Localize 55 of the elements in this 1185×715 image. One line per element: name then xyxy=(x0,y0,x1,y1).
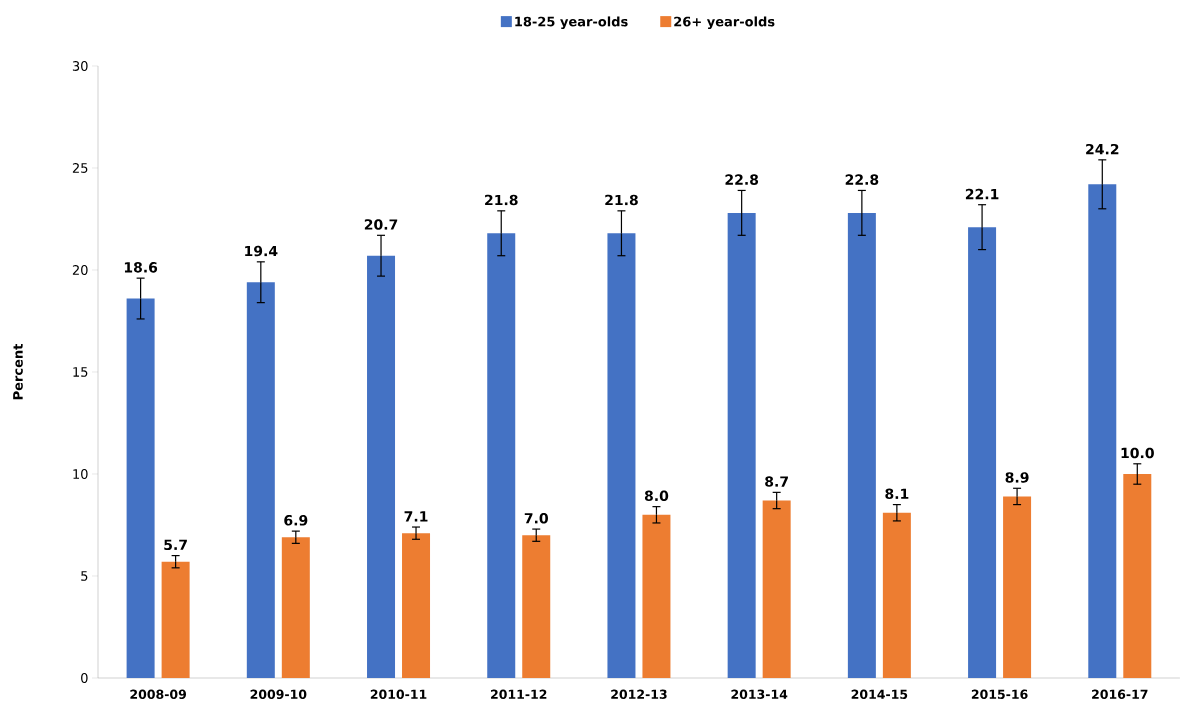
data-label: 5.7 xyxy=(164,539,187,551)
data-label: 20.7 xyxy=(364,219,398,230)
y-tick-label: 25 xyxy=(72,163,88,173)
data-label: 8.0 xyxy=(644,490,669,502)
y-tick-label: 15 xyxy=(73,367,88,377)
bar xyxy=(367,255,396,678)
bar xyxy=(968,227,997,678)
bar xyxy=(126,298,155,678)
x-tick-label: 2010-11 xyxy=(370,689,427,699)
data-label: 8.7 xyxy=(765,476,788,487)
bar xyxy=(281,537,310,678)
data-label: 21.8 xyxy=(485,194,518,206)
y-axis-title: Percent xyxy=(13,343,23,400)
bar xyxy=(727,212,756,678)
data-label: 6.9 xyxy=(284,515,308,526)
data-label: 7.1 xyxy=(404,511,428,522)
bar xyxy=(522,535,551,678)
x-tick-label: 2013-14 xyxy=(731,689,788,699)
data-label: 22.8 xyxy=(725,174,759,185)
data-label: 22.8 xyxy=(845,174,879,185)
legend-label: 18-25 year-olds xyxy=(515,16,628,30)
bar xyxy=(1088,184,1117,678)
x-tick-label: 2009-10 xyxy=(250,689,307,699)
x-tick-label: 2015-16 xyxy=(971,689,1028,699)
x-tick-label: 2012-13 xyxy=(611,689,667,699)
data-label: 19.4 xyxy=(245,245,278,257)
x-tick-label: 2014-15 xyxy=(851,689,908,699)
x-tick-label: 2008-09 xyxy=(130,689,187,699)
x-tick-label: 2016-17 xyxy=(1092,689,1148,699)
bar xyxy=(402,533,431,678)
y-tick-label: 30 xyxy=(72,61,88,71)
bar xyxy=(762,500,791,678)
bar xyxy=(882,512,911,678)
data-label: 10.0 xyxy=(1121,447,1154,459)
data-label: 7.0 xyxy=(524,512,548,524)
data-label: 22.1 xyxy=(965,188,999,200)
data-label: 24.2 xyxy=(1086,143,1119,155)
bar xyxy=(607,233,636,678)
bar xyxy=(1003,496,1032,678)
legend-label: 26+ year-olds xyxy=(674,16,775,30)
x-tick-label: 2011-12 xyxy=(491,689,547,699)
data-label: 21.8 xyxy=(605,194,638,206)
y-tick-label: 20 xyxy=(72,265,88,275)
bar xyxy=(642,514,671,678)
data-label: 18.6 xyxy=(124,262,158,273)
data-label: 8.1 xyxy=(885,488,909,500)
y-tick-label: 5 xyxy=(81,571,88,581)
data-label: 8.9 xyxy=(1005,472,1029,483)
bar xyxy=(487,233,516,678)
y-tick-label: 0 xyxy=(81,673,88,683)
bar xyxy=(1123,474,1152,678)
bar xyxy=(246,282,275,678)
bar xyxy=(847,212,876,678)
y-tick-label: 10 xyxy=(73,469,88,479)
bar xyxy=(161,561,190,678)
